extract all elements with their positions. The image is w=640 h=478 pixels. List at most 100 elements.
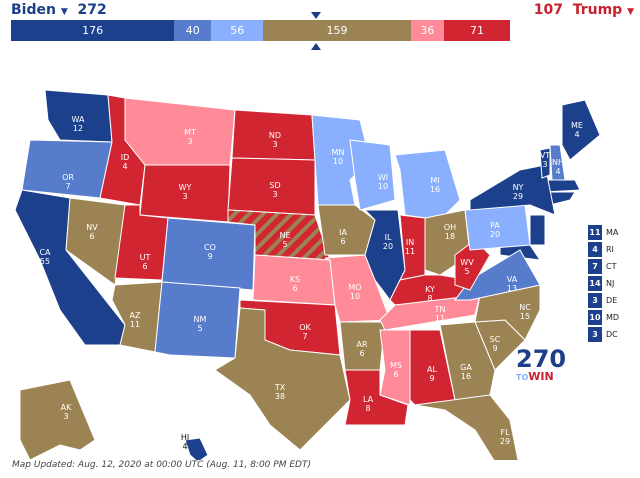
state-label-abbr: HI: [181, 433, 189, 442]
state-label-abbr: WV: [460, 258, 474, 267]
state-label-abbr: UT: [140, 253, 151, 262]
map-updated-text: Map Updated: Aug. 12, 2020 at 00:00 UTC …: [12, 460, 311, 470]
state-va[interactable]: [454, 249, 541, 301]
state-label-ev: 11: [435, 314, 445, 323]
state-mt[interactable]: [124, 97, 236, 166]
270-marker-bottom-icon: [311, 43, 321, 50]
state-label-ev: 6: [292, 284, 297, 293]
state-wi[interactable]: [349, 139, 396, 211]
state-la[interactable]: [344, 369, 409, 426]
270-marker-top-icon: [311, 12, 321, 19]
state-label-abbr: MS: [390, 361, 402, 370]
small-state-abbr: NJ: [606, 278, 615, 288]
state-ga[interactable]: [439, 321, 496, 401]
small-state-ri[interactable]: 4 RI: [588, 241, 619, 257]
state-label-ev: 10: [350, 292, 360, 301]
state-label-ev: 6: [142, 262, 147, 271]
state-label-abbr: GA: [460, 363, 472, 372]
state-label-ev: 12: [73, 124, 83, 133]
small-state-abbr: MD: [606, 312, 620, 322]
state-label-ev: 6: [340, 237, 345, 246]
state-tn[interactable]: [379, 294, 481, 331]
state-tx[interactable]: [214, 307, 351, 451]
small-state-abbr: DE: [606, 295, 618, 305]
state-label-ev: 10: [378, 182, 388, 191]
small-states-list: 11 MA 4 RI 7 CT 14 NJ 3 DE 10 MD 3 DC: [588, 224, 619, 343]
state-il[interactable]: [363, 209, 406, 301]
state-label-abbr: MN: [332, 148, 345, 157]
state-hi[interactable]: [184, 437, 209, 460]
state-nm[interactable]: [154, 281, 241, 359]
logo-win: WIN: [528, 370, 554, 383]
logo-270: 270: [516, 345, 567, 373]
small-state-ct[interactable]: 7 CT: [588, 258, 619, 274]
small-state-ma[interactable]: 11 MA: [588, 224, 619, 240]
state-label-abbr: NC: [519, 303, 531, 312]
state-me[interactable]: [561, 99, 601, 161]
270towin-logo: 270 TOWIN: [516, 345, 567, 383]
trump-label: Trump: [572, 2, 623, 18]
small-state-md[interactable]: 10 MD: [588, 309, 619, 325]
state-label-ev: 5: [282, 240, 287, 249]
state-label-ev: 29: [513, 192, 523, 201]
state-label-ev: 5: [197, 324, 202, 333]
small-state-ev: 11: [588, 224, 602, 240]
small-state-ev: 3: [588, 292, 602, 308]
small-state-ev: 10: [588, 309, 602, 325]
state-label-abbr: OR: [62, 173, 74, 182]
state-label-abbr: WA: [72, 115, 85, 124]
small-state-de[interactable]: 3 DE: [588, 292, 619, 308]
state-mi[interactable]: [394, 149, 461, 221]
state-label-ev: 20: [490, 230, 500, 239]
state-label-abbr: CO: [204, 243, 216, 252]
state-ak[interactable]: [19, 379, 96, 460]
state-label-ev: 4: [122, 162, 127, 171]
state-label-abbr: NH: [552, 158, 564, 167]
state-label-ev: 16: [461, 372, 471, 381]
state-label-ev: 3: [63, 412, 68, 421]
bar-segment-safe_r: 71: [444, 20, 510, 41]
bar-segment-lean_r: 36: [410, 20, 445, 41]
state-label-abbr: NY: [513, 183, 524, 192]
biden-header[interactable]: Biden ▼ 272: [11, 2, 107, 18]
state-label-abbr: NM: [194, 315, 207, 324]
state-label-ev: 6: [393, 370, 398, 379]
small-state-abbr: DC: [606, 329, 618, 339]
state-label-abbr: SD: [269, 181, 280, 190]
state-label-abbr: WY: [179, 183, 192, 192]
state-label-ev: 10: [333, 157, 343, 166]
small-state-abbr: MA: [606, 227, 619, 237]
state-label-ev: 13: [507, 284, 517, 293]
electoral-map: WA12OR7CA55NV6ID4MT3WY3UT6AZ11CO9NM5ND3S…: [14, 89, 601, 460]
small-state-dc[interactable]: 3 DC: [588, 326, 619, 342]
state-ny[interactable]: [469, 164, 556, 216]
state-label-abbr: OH: [444, 223, 456, 232]
state-label-abbr: MT: [184, 128, 196, 137]
state-label-abbr: IA: [339, 228, 347, 237]
state-label-ev: 6: [359, 349, 364, 358]
small-state-ev: 3: [588, 326, 602, 342]
biden-label: Biden: [11, 2, 56, 18]
state-label-ev: 4: [574, 130, 579, 139]
bar-segment-tossup: 159: [263, 20, 411, 41]
state-label-ev: 3: [272, 190, 277, 199]
state-label-abbr: TN: [434, 305, 446, 314]
state-label-abbr: AZ: [130, 311, 141, 320]
state-vt[interactable]: [539, 147, 551, 179]
trump-header[interactable]: 107 Trump ▼: [534, 2, 634, 18]
biden-total: 272: [77, 2, 107, 18]
state-nc[interactable]: [469, 284, 541, 341]
state-label-ev: 9: [429, 374, 434, 383]
state-label-abbr: CA: [39, 248, 51, 257]
state-fl[interactable]: [414, 394, 520, 460]
state-label-ev: 3: [272, 140, 277, 149]
state-ms[interactable]: [379, 329, 411, 406]
state-label-ev: 18: [445, 232, 455, 241]
state-label-abbr: VT: [540, 151, 550, 160]
state-label-abbr: WI: [378, 173, 388, 182]
small-state-nj[interactable]: 14 NJ: [588, 275, 619, 291]
state-nh[interactable]: [549, 144, 566, 181]
state-label-abbr: ID: [121, 153, 130, 162]
state-nj[interactable]: [529, 214, 546, 246]
small-state-ev: 7: [588, 258, 602, 274]
